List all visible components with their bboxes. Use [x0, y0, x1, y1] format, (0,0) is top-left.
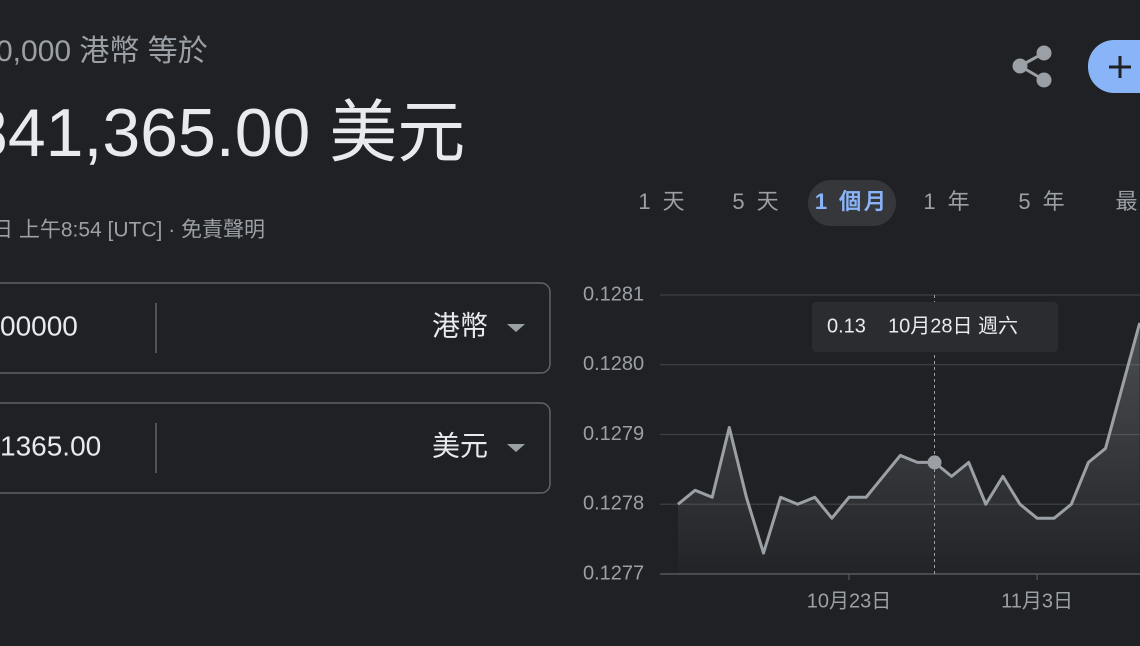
line [677, 322, 1140, 555]
y-tick-label: 0.1281 [583, 283, 644, 305]
x-tick-label: 11月3日 [1001, 590, 1073, 612]
converter-box[interactable] [0, 282, 551, 374]
dropdown-arrow [507, 324, 525, 332]
timestamp[interactable]: 日 上午8:54 [UTC] · 免責聲明 [0, 219, 265, 242]
currency-select[interactable]: 美元 [432, 430, 488, 461]
y-tick-label: 0.1280 [583, 353, 644, 375]
amount-line: 0,000 港幣 等於 [0, 35, 208, 68]
range-tab[interactable]: 5 年 [1018, 189, 1067, 214]
hover-point [927, 455, 942, 470]
selected-tab-bg [808, 180, 896, 226]
y-tick-label: 0.1277 [583, 562, 644, 584]
y-tick-label: 0.1278 [583, 493, 644, 515]
result: 841,365.00 美元 [0, 95, 465, 171]
tooltip-value: 0.13 [827, 315, 866, 337]
currency-select[interactable]: 港幣 [432, 310, 488, 341]
share-icon[interactable] [1012, 45, 1052, 88]
x-tick-label: 10月23日 [807, 590, 892, 612]
dropdown-arrow [507, 444, 525, 452]
amount-input[interactable]: 00000 [0, 310, 78, 341]
tooltip-box [812, 302, 1058, 352]
amount-input[interactable]: 1365.00 [0, 430, 101, 461]
range-tab[interactable]: 最 [1115, 189, 1140, 214]
y-tick-label: 0.1279 [583, 423, 644, 445]
range-tab[interactable]: 1 年 [923, 189, 972, 214]
range-tab[interactable]: 1 天 [638, 189, 687, 214]
range-tab[interactable]: 5 天 [732, 189, 781, 214]
converter-box[interactable] [0, 402, 551, 494]
plus-icon [1109, 56, 1131, 78]
range-tab[interactable]: 1 個月 [815, 189, 889, 214]
area [678, 322, 1140, 574]
tooltip-date: 10月28日 週六 [888, 314, 1018, 337]
